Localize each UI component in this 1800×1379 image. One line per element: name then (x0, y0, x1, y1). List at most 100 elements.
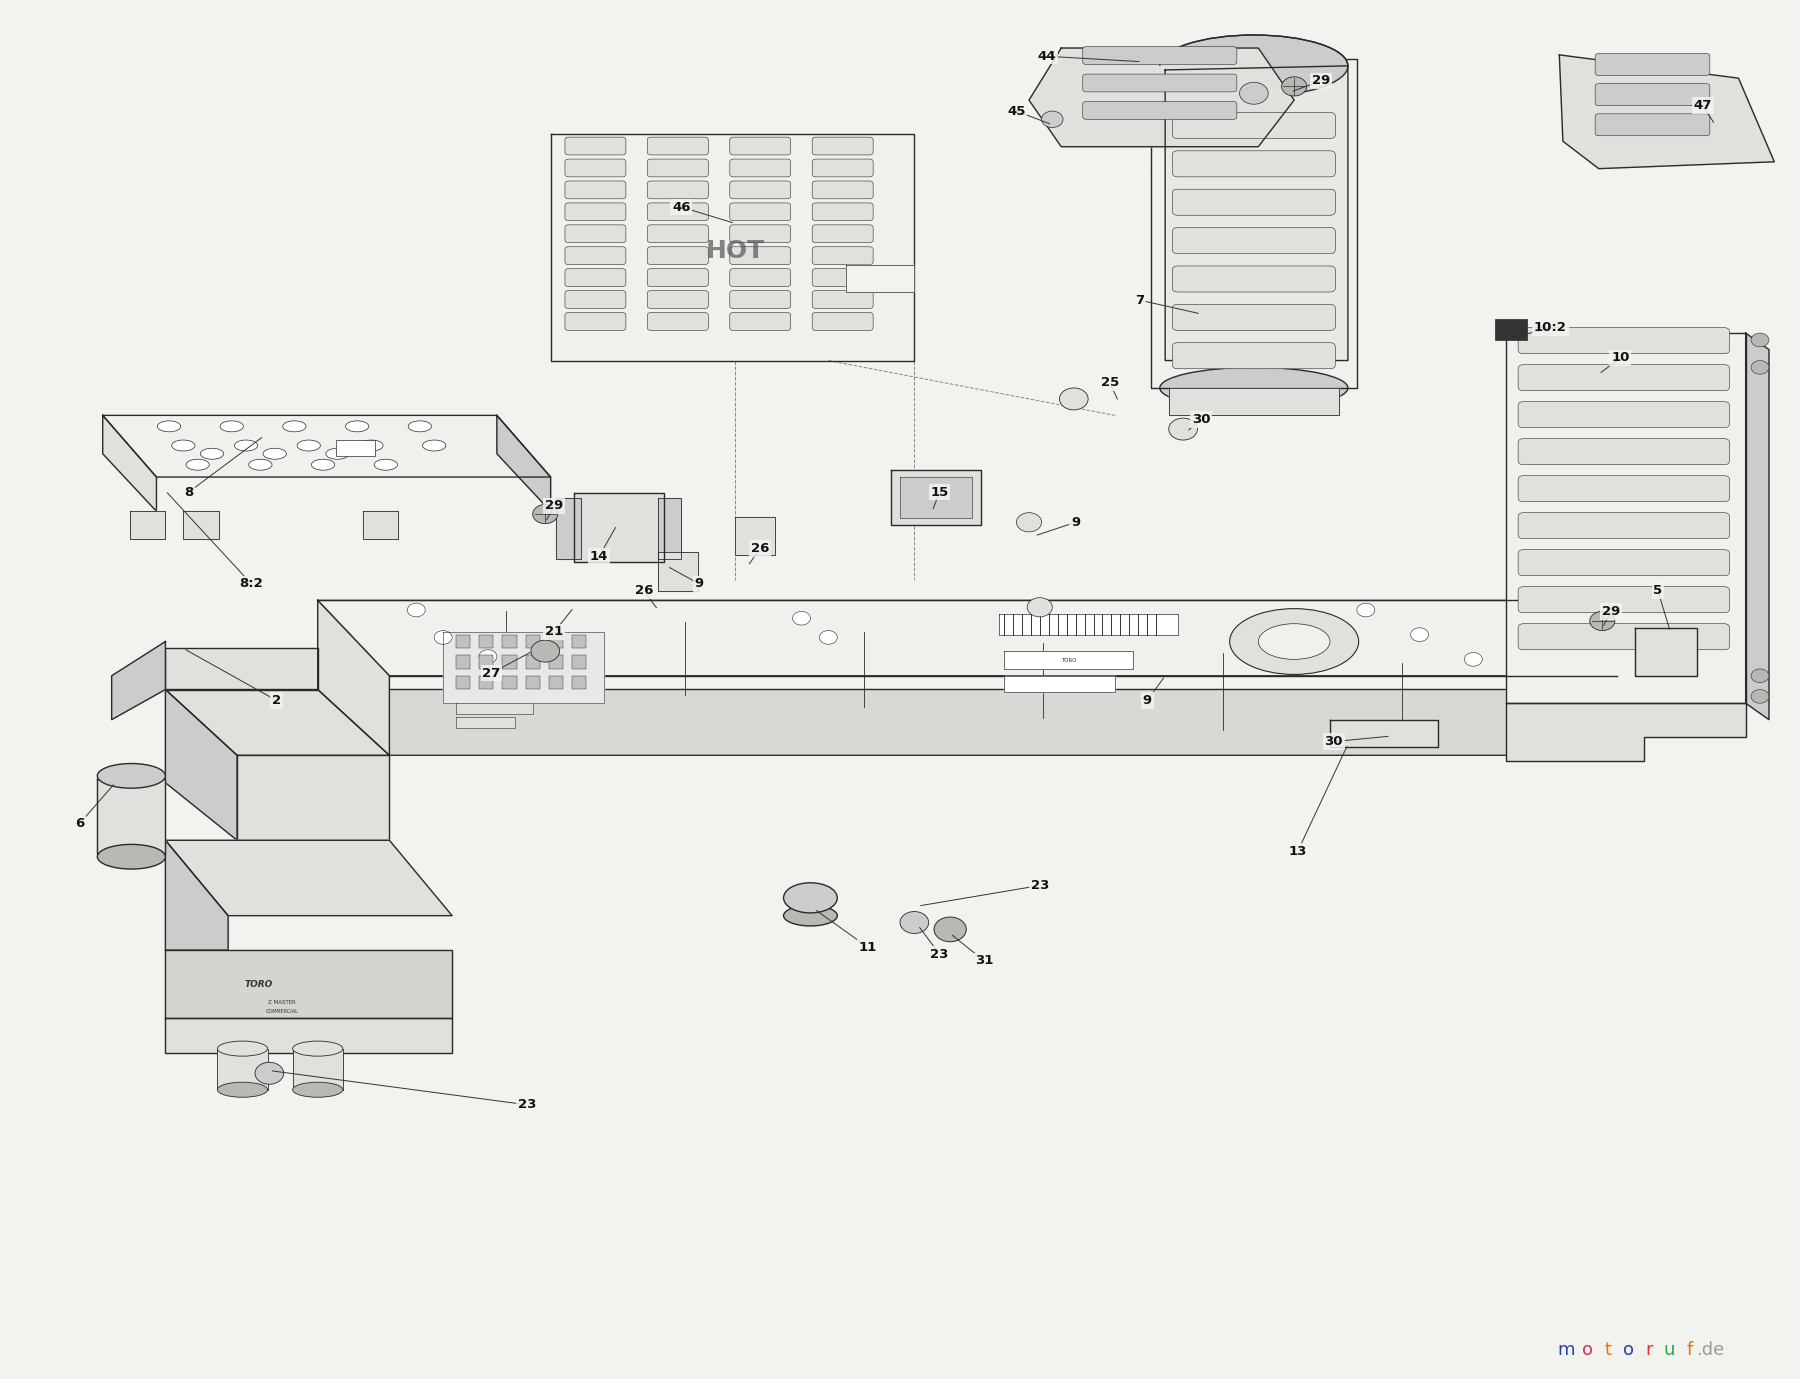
Bar (549, 655, 563, 669)
Circle shape (934, 917, 967, 942)
FancyBboxPatch shape (812, 181, 873, 199)
Polygon shape (891, 470, 981, 525)
Text: 11: 11 (859, 940, 877, 954)
Text: 47: 47 (1694, 99, 1712, 112)
Text: 23: 23 (1031, 878, 1049, 892)
Text: 23: 23 (518, 1098, 536, 1111)
Ellipse shape (783, 906, 837, 925)
FancyBboxPatch shape (648, 159, 707, 177)
FancyBboxPatch shape (812, 291, 873, 309)
Text: 46: 46 (671, 200, 691, 214)
Polygon shape (1746, 334, 1769, 720)
FancyBboxPatch shape (1172, 266, 1336, 292)
FancyBboxPatch shape (1517, 586, 1730, 612)
Text: o: o (1582, 1342, 1593, 1360)
Ellipse shape (293, 1083, 342, 1098)
Circle shape (1751, 334, 1769, 348)
FancyBboxPatch shape (648, 225, 707, 243)
Text: TORO: TORO (1060, 658, 1076, 663)
Ellipse shape (409, 421, 432, 432)
FancyBboxPatch shape (648, 203, 707, 221)
Bar (335, 440, 374, 456)
Ellipse shape (423, 440, 446, 451)
Text: 31: 31 (976, 954, 994, 968)
Text: f: f (1687, 1342, 1694, 1360)
Polygon shape (1505, 703, 1746, 761)
Polygon shape (497, 415, 551, 512)
FancyBboxPatch shape (729, 203, 790, 221)
Polygon shape (455, 717, 515, 728)
FancyBboxPatch shape (565, 225, 626, 243)
Polygon shape (455, 703, 533, 714)
Text: 9: 9 (1143, 694, 1152, 707)
Circle shape (1060, 387, 1089, 410)
Ellipse shape (200, 448, 223, 459)
Polygon shape (362, 512, 398, 539)
Polygon shape (1168, 387, 1339, 415)
Ellipse shape (297, 440, 320, 451)
Text: 26: 26 (635, 585, 653, 597)
Polygon shape (103, 415, 157, 512)
FancyBboxPatch shape (565, 269, 626, 287)
Text: 14: 14 (590, 550, 608, 563)
Bar (1494, 320, 1526, 341)
FancyBboxPatch shape (812, 247, 873, 265)
FancyBboxPatch shape (1084, 102, 1237, 120)
FancyBboxPatch shape (648, 291, 707, 309)
Polygon shape (1505, 334, 1746, 703)
Polygon shape (999, 614, 1177, 634)
Text: 7: 7 (1136, 294, 1145, 306)
FancyBboxPatch shape (1172, 305, 1336, 331)
Polygon shape (166, 950, 452, 1019)
Ellipse shape (263, 448, 286, 459)
Text: 29: 29 (545, 499, 563, 513)
Polygon shape (166, 840, 452, 916)
Text: 44: 44 (1037, 50, 1057, 63)
Ellipse shape (248, 459, 272, 470)
Circle shape (1751, 669, 1769, 683)
Text: 45: 45 (1008, 105, 1026, 117)
Text: 10: 10 (1611, 352, 1629, 364)
FancyBboxPatch shape (729, 225, 790, 243)
Text: o: o (1624, 1342, 1634, 1360)
FancyBboxPatch shape (565, 291, 626, 309)
Circle shape (1017, 513, 1042, 532)
Polygon shape (238, 756, 389, 840)
Bar (455, 655, 470, 669)
Polygon shape (166, 690, 389, 756)
Text: 8:2: 8:2 (239, 578, 263, 590)
Polygon shape (556, 498, 581, 560)
FancyBboxPatch shape (565, 203, 626, 221)
Ellipse shape (185, 459, 209, 470)
Ellipse shape (374, 459, 398, 470)
Circle shape (900, 912, 929, 934)
Ellipse shape (346, 421, 369, 432)
Circle shape (479, 650, 497, 663)
FancyBboxPatch shape (812, 137, 873, 154)
Circle shape (407, 603, 425, 616)
Ellipse shape (234, 440, 257, 451)
Circle shape (1465, 652, 1481, 666)
Ellipse shape (1258, 623, 1330, 659)
FancyBboxPatch shape (648, 313, 707, 331)
Polygon shape (112, 641, 166, 720)
FancyBboxPatch shape (1595, 114, 1710, 135)
FancyBboxPatch shape (812, 203, 873, 221)
Bar (479, 676, 493, 690)
Polygon shape (846, 265, 914, 292)
Bar (526, 655, 540, 669)
Polygon shape (97, 779, 166, 854)
Polygon shape (574, 494, 664, 563)
FancyBboxPatch shape (1517, 439, 1730, 465)
Polygon shape (1330, 720, 1438, 747)
FancyBboxPatch shape (1517, 476, 1730, 502)
FancyBboxPatch shape (729, 137, 790, 154)
FancyBboxPatch shape (812, 269, 873, 287)
Polygon shape (1544, 600, 1616, 756)
FancyBboxPatch shape (729, 313, 790, 331)
Bar (502, 676, 517, 690)
FancyBboxPatch shape (565, 137, 626, 154)
Polygon shape (319, 600, 389, 758)
Bar (549, 634, 563, 648)
Polygon shape (166, 648, 319, 690)
